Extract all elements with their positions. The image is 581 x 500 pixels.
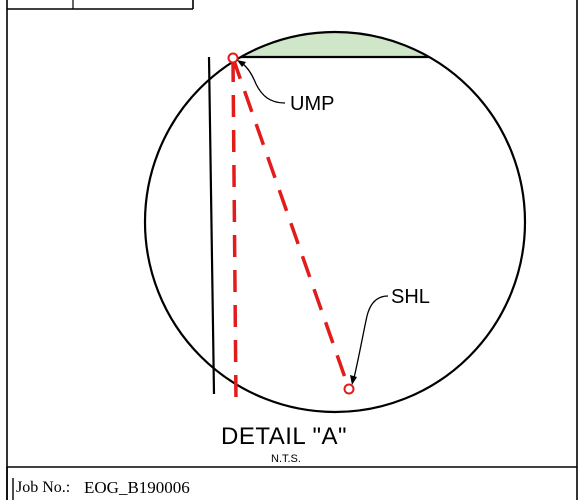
shl-marker-icon [343, 383, 355, 395]
well-path-vertical [231, 59, 238, 403]
detail-title: DETAIL "A" [221, 423, 348, 450]
job-number-label: Job No.: [16, 479, 71, 496]
job-number-value: EOG_B190006 [84, 478, 190, 497]
shl-leader-arrowhead [350, 375, 357, 385]
ump-leader-arrowhead [237, 60, 246, 67]
ump-leader-line [239, 61, 286, 104]
detail-scale-note: N.T.S. [271, 453, 301, 465]
detail-circle [143, 30, 527, 414]
lease-area-highlight [145, 32, 525, 58]
shl-leader-line [353, 295, 389, 379]
boundary-line-west [207, 56, 216, 395]
shl-callout-label: SHL [391, 286, 430, 308]
ump-marker-icon [227, 52, 239, 64]
ump-callout-label: UMP [290, 93, 334, 115]
well-path-lateral [231, 57, 351, 390]
